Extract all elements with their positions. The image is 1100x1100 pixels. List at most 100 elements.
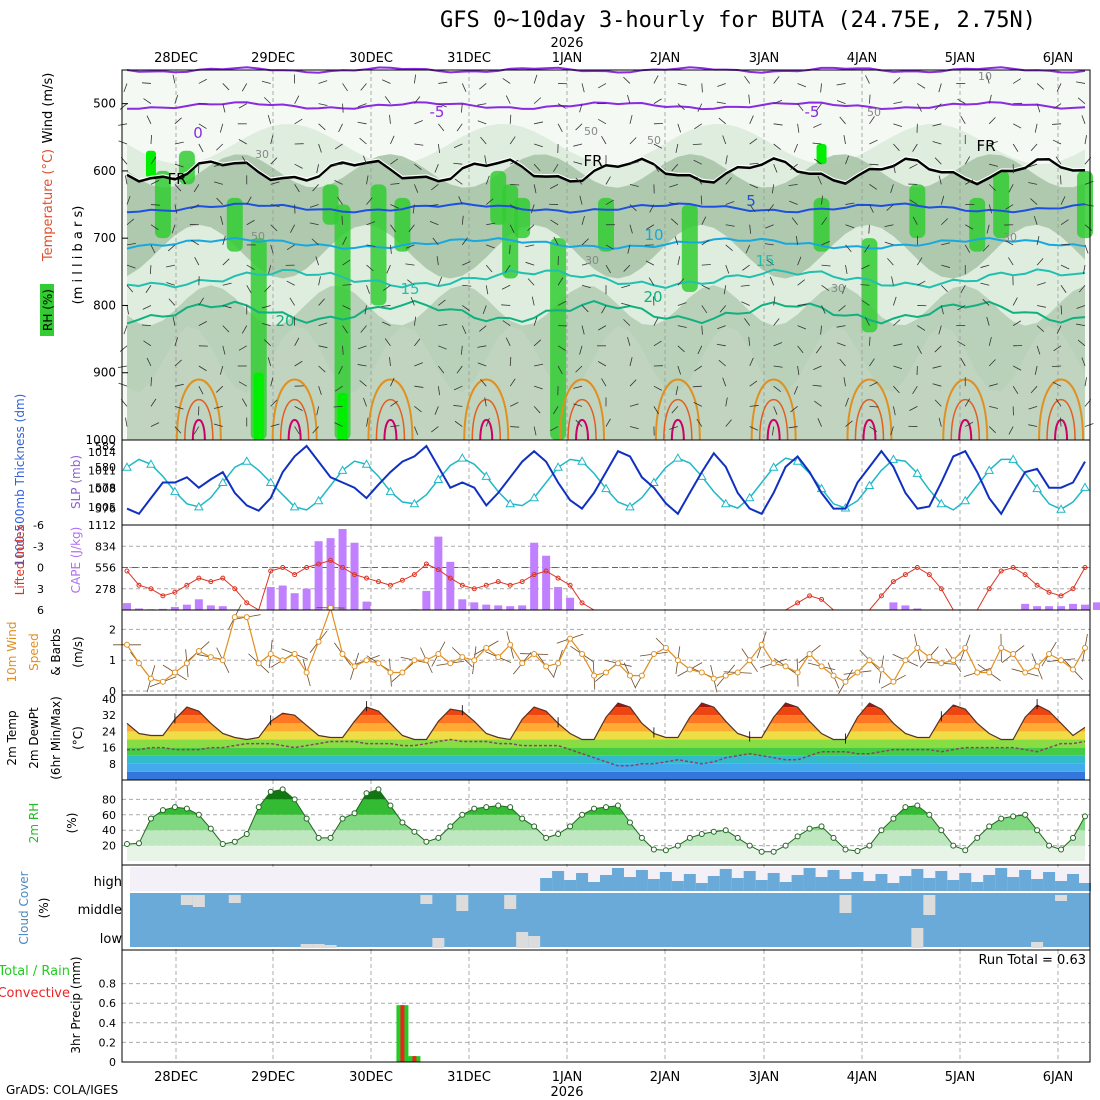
wind-barb xyxy=(414,338,421,347)
wind-barb xyxy=(222,83,230,91)
precip-convective-bar xyxy=(412,1056,417,1062)
wind-barb xyxy=(749,138,758,145)
wind-axis-title-3: & Barbs xyxy=(49,628,63,676)
wind-barb xyxy=(150,204,160,206)
temp-band xyxy=(127,715,1085,724)
temp-contour-25-loop xyxy=(463,378,510,441)
wind-barb xyxy=(172,74,176,84)
wind-barb xyxy=(579,195,583,205)
wind-speed-point xyxy=(159,678,166,685)
high-cloud-bar xyxy=(1055,881,1068,891)
high-cloud-bar xyxy=(600,875,612,891)
wind-barb xyxy=(318,298,325,306)
slp-point xyxy=(888,454,899,463)
wind-barb xyxy=(408,224,415,233)
slp-tick-label: 1014 xyxy=(88,446,116,459)
wind-barb xyxy=(989,163,999,167)
cape-bar xyxy=(1033,606,1042,610)
wind-barb xyxy=(701,305,708,314)
wind-speed-point xyxy=(914,644,921,651)
wind-speed-point xyxy=(818,663,825,670)
wind-barb xyxy=(909,163,918,169)
wind-barb xyxy=(1036,83,1045,90)
bottom-date-label: 30DEC xyxy=(349,1070,393,1085)
wind-barb xyxy=(960,285,966,294)
wind-barb xyxy=(198,78,207,84)
wind-barb xyxy=(701,239,710,246)
lifted-index-point xyxy=(902,572,908,578)
wind-barb xyxy=(773,123,783,126)
cape-tick-label: 556 xyxy=(95,562,116,575)
rh2m-point xyxy=(1058,846,1065,853)
wind-barb xyxy=(1060,305,1063,315)
rh2m-point xyxy=(758,848,765,855)
temp-contour-15 xyxy=(126,268,1086,289)
wind-barb xyxy=(581,83,585,93)
wind-barb xyxy=(629,379,637,387)
cape-bar xyxy=(494,605,503,610)
wind-barb xyxy=(677,256,681,266)
lifted-index-point xyxy=(435,567,441,573)
wind-barb xyxy=(338,365,343,375)
top-date-label: 29DEC xyxy=(251,51,295,66)
wind-barb xyxy=(629,183,639,187)
wind-speed-point xyxy=(974,669,981,676)
thickness-tick-label: 582 xyxy=(95,440,116,453)
wind-barb xyxy=(270,423,280,427)
wind-barb xyxy=(573,161,583,165)
li-tick-label: -3 xyxy=(33,540,44,553)
wind-barb xyxy=(1055,156,1062,165)
wind-barb xyxy=(533,316,538,326)
high-cloud-bar xyxy=(1043,872,1056,891)
rh2m-tick-label: 40 xyxy=(102,824,116,837)
wind-barb xyxy=(1036,282,1046,286)
wind-barb xyxy=(865,75,870,84)
lifted-index-point xyxy=(1034,582,1040,588)
slp-point xyxy=(864,480,875,490)
temp-contour-35-loop xyxy=(287,419,302,441)
wind-barb xyxy=(677,103,685,110)
wind-speed-point xyxy=(854,669,861,676)
cape-bar xyxy=(506,606,515,610)
slp-point xyxy=(936,498,947,508)
wind-barb xyxy=(982,244,990,252)
wind-barb xyxy=(745,244,751,254)
wind-barb xyxy=(334,180,343,185)
wind-barb xyxy=(342,83,348,92)
temp-contour-25-loop xyxy=(271,378,318,441)
wind-barb xyxy=(407,279,415,286)
slp-point xyxy=(720,498,731,508)
wind-barb xyxy=(557,123,563,132)
lifted-index-point xyxy=(387,582,393,588)
wind-barb xyxy=(342,236,347,246)
wind-barb xyxy=(366,221,376,226)
wind-barb xyxy=(510,159,519,165)
wind-speed-point xyxy=(986,669,993,676)
wind-barb xyxy=(510,183,520,186)
rh2m-point xyxy=(1010,813,1017,820)
wind-barb xyxy=(261,80,271,84)
wind-barb xyxy=(1030,198,1038,205)
wind-barb xyxy=(797,303,807,306)
wind-barb xyxy=(725,397,728,407)
wind-barb xyxy=(749,224,752,234)
wind-barb xyxy=(575,419,583,427)
rh2m-tick-label: 20 xyxy=(102,840,116,853)
wind-barb xyxy=(318,365,326,373)
wind-barb xyxy=(890,426,894,436)
wind-barb xyxy=(342,345,344,355)
rh2m-point xyxy=(291,796,298,803)
thickness-axis-title: 1000-500mb Thickness (dm) xyxy=(13,394,27,567)
rh2m-point xyxy=(387,802,394,809)
wind-barb xyxy=(836,342,846,347)
wind-barb xyxy=(869,163,879,166)
wind-barb xyxy=(238,139,247,145)
slp-point xyxy=(265,477,276,486)
wind-barb xyxy=(821,284,830,291)
rh2m-point xyxy=(147,815,154,822)
wind-barb xyxy=(414,316,417,326)
pressure-tick-label: 700 xyxy=(93,231,116,245)
wind-barb xyxy=(677,345,685,353)
cape-bar xyxy=(1092,602,1100,610)
